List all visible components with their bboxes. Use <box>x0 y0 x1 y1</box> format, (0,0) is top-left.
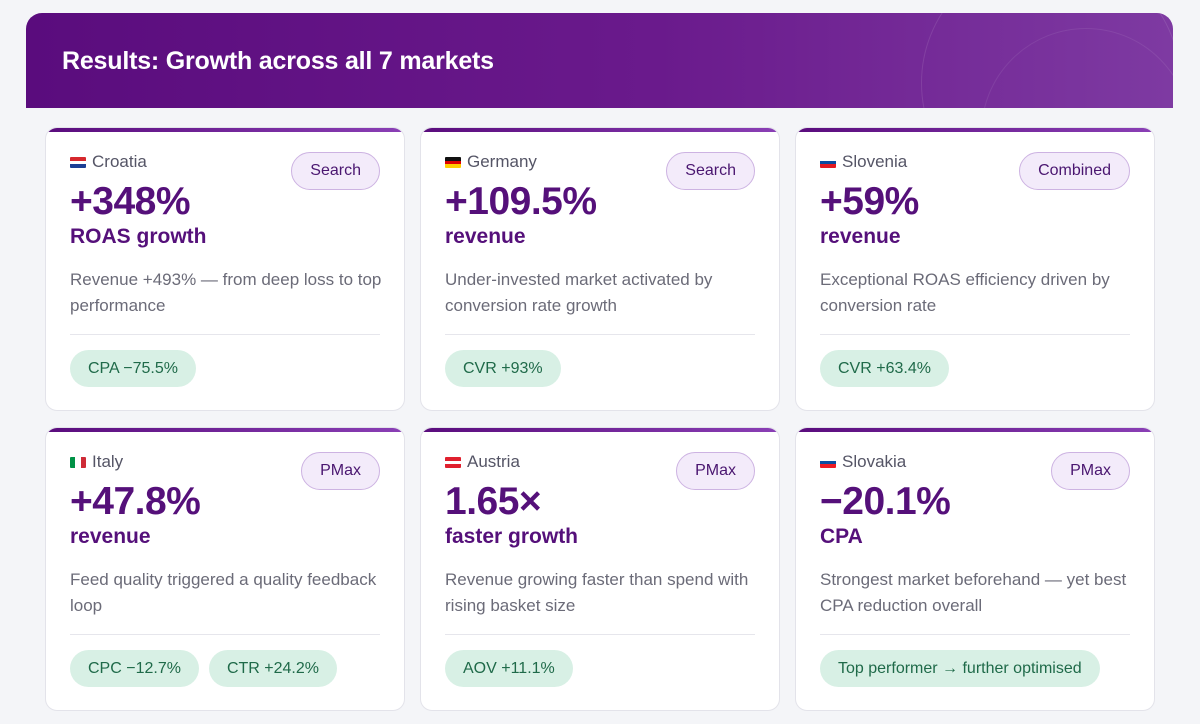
divider <box>70 334 380 335</box>
market-description: Exceptional ROAS efficiency driven by co… <box>820 270 1110 315</box>
metric-value: 1.65× <box>445 480 542 523</box>
metric-label: revenue <box>445 225 526 248</box>
divider <box>445 634 755 635</box>
metric-value: +47.8% <box>70 480 201 523</box>
kpi-tags: CVR +93% <box>445 350 561 387</box>
market-country: Austria <box>445 452 520 472</box>
market-country: Slovakia <box>820 452 906 472</box>
kpi-tags: AOV +11.1% <box>445 650 573 687</box>
market-card-italy: Italy PMax +47.8% revenue Feed quality t… <box>45 427 405 711</box>
divider <box>445 334 755 335</box>
kpi-tag: Top performer → further optimised <box>820 650 1100 687</box>
kpi-tag: AOV +11.1% <box>445 650 573 687</box>
divider <box>820 634 1130 635</box>
metric-value: +109.5% <box>445 180 597 223</box>
market-description: Strongest market beforehand — yet best C… <box>820 570 1127 615</box>
italy-flag-icon <box>70 456 86 468</box>
page-title: Results: Growth across all 7 markets <box>62 47 494 75</box>
market-country: Germany <box>445 152 537 172</box>
market-description: Feed quality triggered a quality feedbac… <box>70 570 377 615</box>
channel-badge: PMax <box>301 452 380 490</box>
divider <box>70 634 380 635</box>
austria-flag-icon <box>445 456 461 468</box>
germany-flag-icon <box>445 156 461 168</box>
market-card-austria: Austria PMax 1.65× faster growth Revenue… <box>420 427 780 711</box>
market-country: Italy <box>70 452 123 472</box>
kpi-tags: CPC −12.7% CTR +24.2% <box>70 650 337 687</box>
divider <box>820 334 1130 335</box>
country-name: Austria <box>467 452 520 471</box>
metric-label: revenue <box>820 225 901 248</box>
kpi-tag: CPA −75.5% <box>70 350 196 387</box>
market-description: Revenue growing faster than spend with r… <box>445 570 749 615</box>
country-name: Italy <box>92 452 124 471</box>
channel-badge: PMax <box>676 452 755 490</box>
country-name: Germany <box>467 152 537 171</box>
kpi-tag: CPC −12.7% <box>70 650 199 687</box>
market-description: Under-invested market activated by conve… <box>445 270 713 315</box>
metric-label: CPA <box>820 525 863 548</box>
metric-label: faster growth <box>445 525 579 548</box>
country-name: Croatia <box>92 152 147 171</box>
channel-badge: PMax <box>1051 452 1130 490</box>
market-country: Croatia <box>70 152 147 172</box>
slovenia-flag-icon <box>820 156 836 168</box>
channel-badge: Search <box>666 152 755 190</box>
country-name: Slovenia <box>842 152 908 171</box>
slovakia-flag-icon <box>820 456 836 468</box>
channel-badge: Search <box>291 152 380 190</box>
metric-value: +348% <box>70 180 191 223</box>
metric-value: +59% <box>820 180 919 223</box>
market-card-slovenia: Slovenia Combined +59% revenue Exception… <box>795 127 1155 411</box>
market-card-germany: Germany Search +109.5% revenue Under-inv… <box>420 127 780 411</box>
kpi-tags: CVR +63.4% <box>820 350 949 387</box>
market-description: Revenue +493% — from deep loss to top pe… <box>70 270 382 315</box>
metric-label: revenue <box>70 525 151 548</box>
market-country: Slovenia <box>820 152 907 172</box>
metric-label: ROAS growth <box>70 225 207 248</box>
country-name: Slovakia <box>842 452 907 471</box>
kpi-tag: CTR +24.2% <box>208 650 337 687</box>
kpi-tags: Top performer → further optimised <box>820 650 1100 687</box>
market-card-slovakia: Slovakia PMax −20.1% CPA Strongest marke… <box>795 427 1155 711</box>
kpi-tags: CPA −75.5% <box>70 350 196 387</box>
results-header: Results: Growth across all 7 markets <box>26 13 1173 108</box>
metric-value: −20.1% <box>820 480 951 523</box>
kpi-tag: CVR +63.4% <box>820 350 949 387</box>
market-card-croatia: Croatia Search +348% ROAS growth Revenue… <box>45 127 405 411</box>
kpi-tag: CVR +93% <box>445 350 561 387</box>
channel-badge: Combined <box>1019 152 1130 190</box>
croatia-flag-icon <box>70 156 86 168</box>
